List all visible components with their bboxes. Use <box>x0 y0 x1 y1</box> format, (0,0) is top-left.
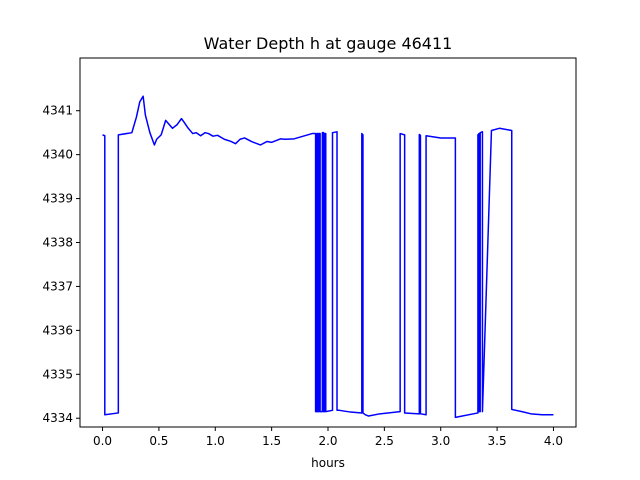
y-tick-label: 4337 <box>42 279 73 293</box>
x-tick-label: 3.5 <box>488 434 507 448</box>
axes-frame <box>79 57 577 428</box>
y-tick-label: 4341 <box>42 104 73 118</box>
y-tick-label: 4339 <box>42 192 73 206</box>
x-tick-label: 2.5 <box>375 434 394 448</box>
y-tick-label: 4338 <box>42 236 73 250</box>
x-axis-label: hours <box>311 456 345 470</box>
series-line-0 <box>102 95 554 419</box>
y-tick-label: 4334 <box>42 411 73 425</box>
y-tick-label: 4335 <box>42 367 73 381</box>
y-axis-ticks: 4334 4335 4336 4337 4338 4339 4340 4341 <box>42 104 80 425</box>
x-tick-label: 1.0 <box>206 434 225 448</box>
x-tick-label: 3.0 <box>431 434 450 448</box>
x-tick-label: 0.0 <box>93 434 112 448</box>
x-tick-label: 4.0 <box>544 434 563 448</box>
y-tick-label: 4340 <box>42 148 73 162</box>
x-tick-label: 1.5 <box>262 434 281 448</box>
plot-area <box>102 95 554 419</box>
x-axis-ticks: 0.0 0.5 1.0 1.5 2.0 2.5 3.0 3.5 4.0 <box>93 427 563 448</box>
chart-title: Water Depth h at gauge 46411 <box>204 34 453 53</box>
x-tick-label: 2.0 <box>318 434 337 448</box>
x-tick-label: 0.5 <box>149 434 168 448</box>
y-tick-label: 4336 <box>42 323 73 337</box>
